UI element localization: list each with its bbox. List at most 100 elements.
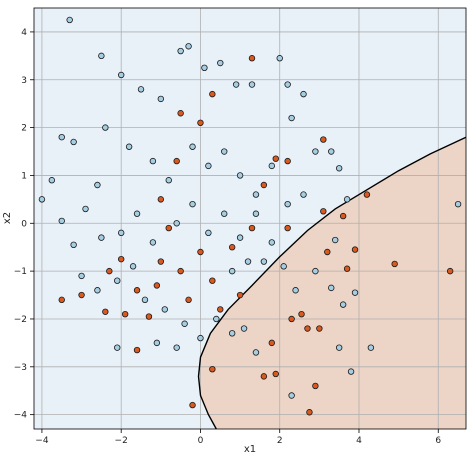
class0-point — [248, 81, 256, 88]
x-tick-label: 2 — [277, 436, 283, 446]
class1-point — [153, 282, 161, 289]
class1-point — [157, 258, 165, 265]
class0-point — [177, 47, 184, 55]
class1-point — [78, 291, 85, 299]
class1-point — [248, 224, 256, 232]
class0-point — [181, 320, 188, 327]
class0-point — [98, 52, 105, 60]
class0-point — [252, 191, 260, 198]
class0-point — [185, 43, 192, 50]
class0-point — [347, 368, 355, 375]
class0-point — [332, 236, 339, 244]
class0-point — [367, 344, 375, 351]
class0-point — [252, 349, 260, 356]
class0-point — [114, 277, 121, 284]
class1-point — [228, 244, 236, 251]
class0-point — [94, 287, 101, 294]
class1-point — [106, 267, 113, 275]
class1-point — [272, 155, 279, 162]
class0-point — [114, 344, 121, 351]
class0-point — [300, 90, 307, 98]
y-tick-label: 3 — [21, 76, 27, 86]
class1-point — [306, 409, 313, 416]
x-tick-label: −2 — [115, 436, 128, 446]
class0-point — [236, 172, 244, 179]
class1-point — [209, 90, 216, 98]
class0-point — [268, 239, 275, 246]
x-tick-label: 6 — [435, 436, 441, 446]
class0-point — [165, 177, 172, 184]
class0-point — [70, 138, 77, 146]
decision-boundary-line — [197, 136, 466, 429]
x-tick-label: 4 — [356, 436, 362, 446]
class0-point — [300, 191, 307, 198]
class1-point — [217, 306, 224, 313]
class1-point — [339, 212, 347, 220]
y-tick-label: −2 — [14, 315, 27, 325]
class1-point — [117, 255, 125, 263]
class0-point — [335, 165, 343, 172]
class1-point — [284, 157, 291, 165]
class0-point — [125, 143, 133, 150]
class0-point — [312, 267, 319, 275]
class0-point — [161, 306, 168, 313]
class1-point — [236, 291, 244, 299]
class0-point — [129, 263, 137, 270]
class0-point — [339, 301, 347, 308]
class0-point — [228, 330, 236, 337]
class0-point — [197, 334, 204, 342]
class1-point — [133, 287, 141, 294]
class0-point — [284, 200, 291, 208]
class0-point — [351, 289, 359, 296]
class1-point — [260, 181, 268, 189]
class0-point — [70, 241, 77, 249]
class1-point — [165, 224, 172, 232]
class0-point — [268, 162, 275, 170]
class1-point — [343, 265, 351, 272]
class1-point — [260, 373, 268, 380]
class0-point — [252, 210, 260, 217]
class0-point — [221, 148, 228, 155]
class0-point — [149, 239, 157, 246]
class0-point — [133, 210, 141, 217]
class1-point — [121, 310, 129, 318]
class0-point — [335, 344, 343, 351]
class0-point — [153, 339, 161, 347]
class0-point — [228, 267, 236, 275]
class1-point — [363, 191, 371, 198]
class1-point — [248, 55, 256, 62]
class0-point — [189, 200, 196, 208]
class1-point — [320, 208, 327, 215]
class1-point — [177, 267, 184, 275]
class0-point — [149, 157, 157, 165]
y-tick-label: −3 — [14, 363, 27, 373]
class1-point — [324, 248, 331, 256]
class1-point — [298, 310, 305, 318]
class0-point — [213, 315, 220, 323]
class0-point — [312, 148, 319, 155]
class1-point — [316, 325, 323, 332]
class0-point — [141, 296, 149, 304]
class1-point — [173, 157, 180, 165]
y-tick-label: 4 — [21, 28, 27, 38]
class0-point — [82, 205, 89, 213]
class0-point — [288, 392, 295, 399]
class1-point — [284, 224, 291, 232]
class1-point — [320, 136, 327, 143]
class1-point — [268, 339, 275, 347]
class0-point — [284, 81, 291, 88]
class1-point — [197, 248, 204, 256]
class0-point — [66, 16, 73, 24]
class0-point — [292, 287, 299, 294]
class0-point — [328, 284, 335, 292]
class1-point — [177, 110, 184, 117]
scatter-points — [38, 16, 462, 416]
class0-point — [58, 217, 65, 225]
class0-point — [328, 148, 335, 155]
class1-point — [189, 401, 196, 409]
class0-point — [189, 143, 196, 150]
class0-point — [173, 344, 180, 351]
class1-point — [351, 246, 359, 253]
plot-frame — [33, 7, 467, 430]
